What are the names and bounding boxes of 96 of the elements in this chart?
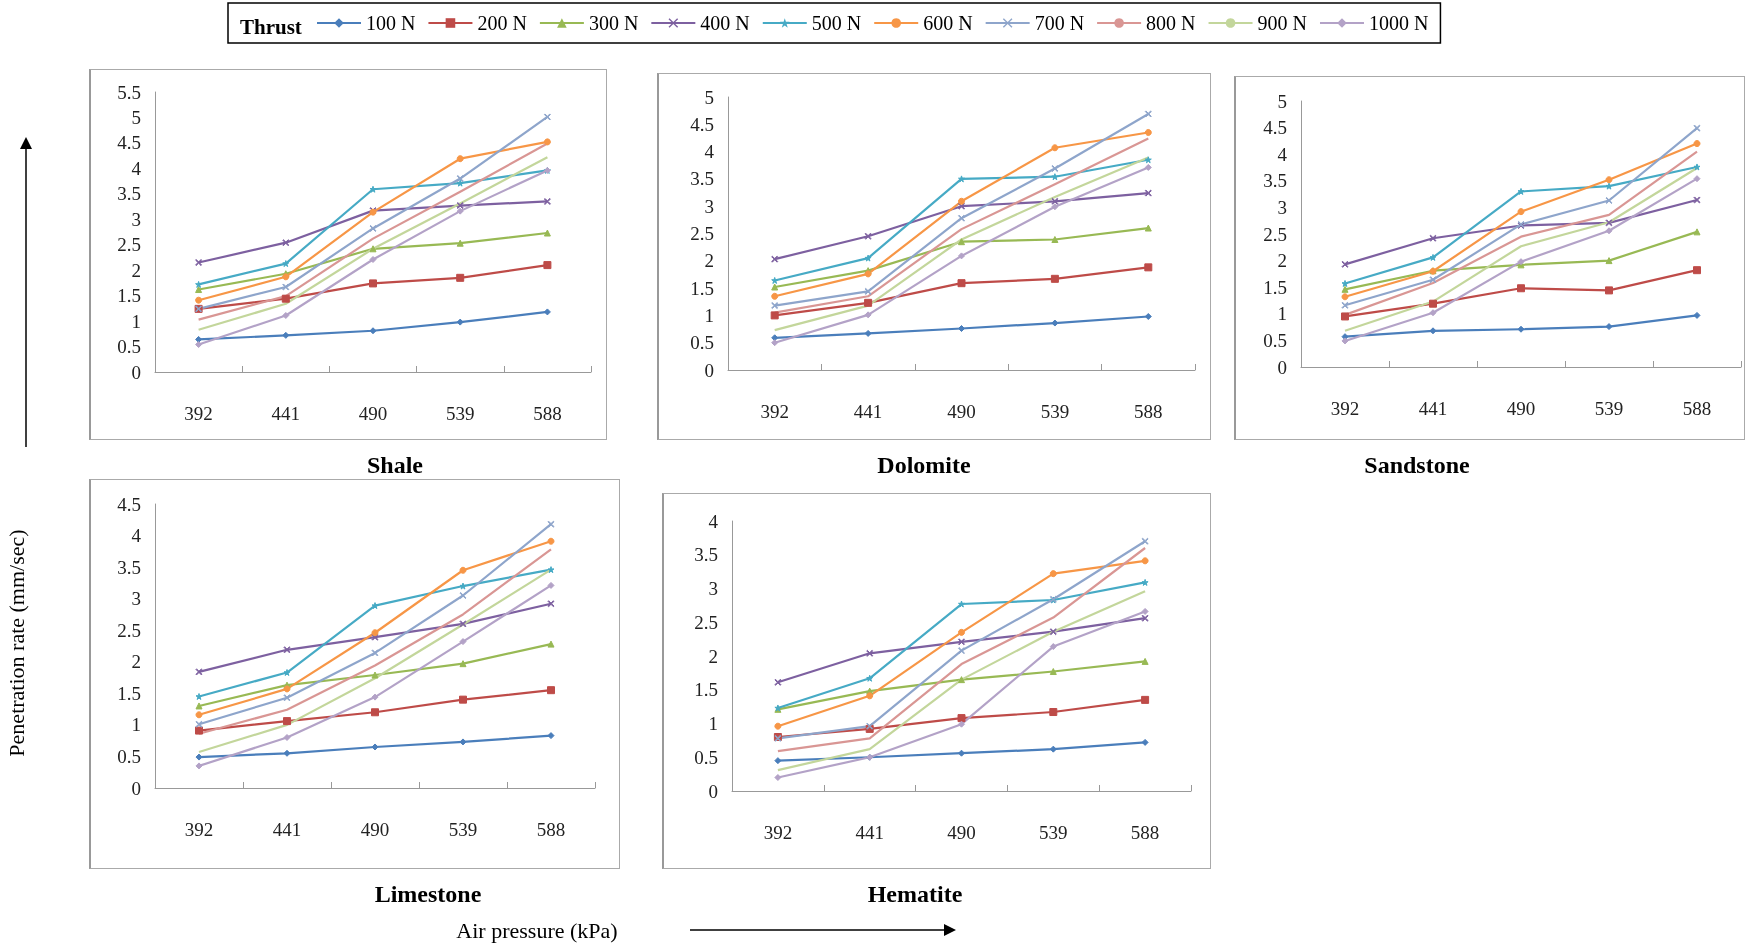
legend-label: 600 N [923,12,973,34]
y-tick-label: 5 [131,106,141,128]
x-tick-label: 490 [358,403,388,424]
y-tick-label: 3.5 [117,183,141,205]
y-tick-label: 0.5 [117,336,141,358]
y-tick-label: 3 [1277,196,1287,218]
legend-label: 200 N [477,12,527,34]
y-tick-label: 0 [131,777,141,799]
legend-label: 900 N [1257,12,1307,34]
y-tick-label: 4.5 [690,113,714,135]
y-tick-label: 0 [131,361,141,383]
x-tick-label: 441 [271,403,301,424]
x-tick-label: 490 [947,822,976,843]
y-tick-label: 2.5 [690,223,714,244]
y-tick-label: 5 [704,86,714,108]
text: Sandstone [1364,452,1471,478]
y-tick-label: 1 [708,713,718,734]
x-tick-label: 441 [853,401,883,422]
y-tick-label: 3.5 [1263,170,1287,192]
legend-label: 100 N [366,12,416,34]
x-tick-label: 539 [1594,398,1624,419]
y-tick-label: 3 [704,195,714,217]
y-tick-label: 0.5 [117,745,141,767]
y-tick-label: 1 [1277,303,1287,325]
legend-label: 800 N [1146,12,1196,34]
legend-title: Thrust [240,15,302,39]
x-tick-label: 441 [272,819,302,840]
x-tick-label: 490 [360,819,390,840]
y-tick-label: 0.5 [690,332,714,354]
y-tick-label: 3 [708,578,718,599]
x-tick-label: 588 [1682,398,1712,419]
text: Hematite [867,881,963,907]
y-tick-label: 2.5 [117,619,141,641]
y-tick-label: 2 [131,651,141,673]
x-tick-label: 441 [855,822,884,843]
x-tick-label: 539 [1039,822,1068,843]
x-tick-label: 588 [1130,822,1160,843]
y-tick-label: 1.5 [690,277,714,299]
y-tick-label: 1.5 [694,679,718,701]
y-tick-label: 3 [131,208,141,230]
x-tick-label: 588 [1134,401,1163,422]
text: Shale [366,452,424,478]
x-tick-label: 588 [536,819,566,840]
text: Limestone [374,881,482,907]
legend-label: 500 N [811,12,862,34]
y-tick-label: 0.5 [1263,329,1287,351]
y-tick-label: 4.5 [117,493,141,515]
y-tick-label: 0 [704,359,714,381]
legend-label: 300 N [588,12,639,34]
x-tick-label: 539 [1040,401,1070,422]
y-tick-label: 2 [131,259,141,281]
y-tick-label: 4.5 [117,132,141,154]
legend-label: 700 N [1034,12,1085,34]
y-tick-label: 1.5 [117,682,141,704]
y-tick-label: 2 [1277,250,1287,272]
y-tick-label: 4.5 [1263,117,1287,139]
y-tick-label: 0 [708,780,718,802]
text: Dolomite [877,452,971,478]
legend-label: 1000 N [1368,12,1429,34]
x-tick-label: 392 [760,401,789,422]
x-tick-label: 539 [445,403,475,424]
x-tick-label: 490 [947,401,976,422]
y-tick-label: 3.5 [117,556,141,578]
x-axis-title: Air pressure (kPa) [456,917,618,943]
y-tick-label: 4 [1277,143,1288,165]
x-tick-label: 539 [448,819,478,840]
x-tick-label: 392 [763,822,793,843]
y-tick-label: 5 [1277,90,1287,112]
y-tick-label: 0 [1277,356,1287,378]
y-tick-label: 4 [131,525,142,547]
x-tick-label: 392 [184,403,213,424]
y-tick-label: 4 [708,510,719,532]
y-tick-label: 3.5 [694,544,718,566]
legend-label: 400 N [700,12,750,34]
y-tick-label: 1 [131,714,141,736]
y-tick-label: 1.5 [117,285,141,307]
x-tick-label: 588 [533,403,562,424]
x-tick-label: 392 [184,819,214,840]
y-axis-title: Penetration rate (mm/sec) [3,529,29,757]
y-tick-label: 2.5 [1263,223,1287,245]
y-tick-label: 1 [131,310,141,332]
y-tick-label: 5.5 [117,81,141,103]
y-tick-label: 1.5 [1263,276,1287,298]
x-tick-label: 441 [1418,398,1448,419]
x-tick-label: 392 [1330,398,1360,419]
x-tick-label: 490 [1506,398,1536,419]
y-tick-label: 4 [131,157,142,179]
y-tick-label: 2 [708,645,718,667]
y-tick-label: 0.5 [694,746,718,768]
y-tick-label: 1 [704,304,714,326]
y-tick-label: 3 [131,588,141,610]
y-tick-label: 4 [704,141,715,163]
y-tick-label: 2.5 [117,234,141,256]
y-tick-label: 3.5 [690,168,714,190]
y-tick-label: 2 [704,250,714,272]
y-tick-label: 2.5 [694,611,718,633]
